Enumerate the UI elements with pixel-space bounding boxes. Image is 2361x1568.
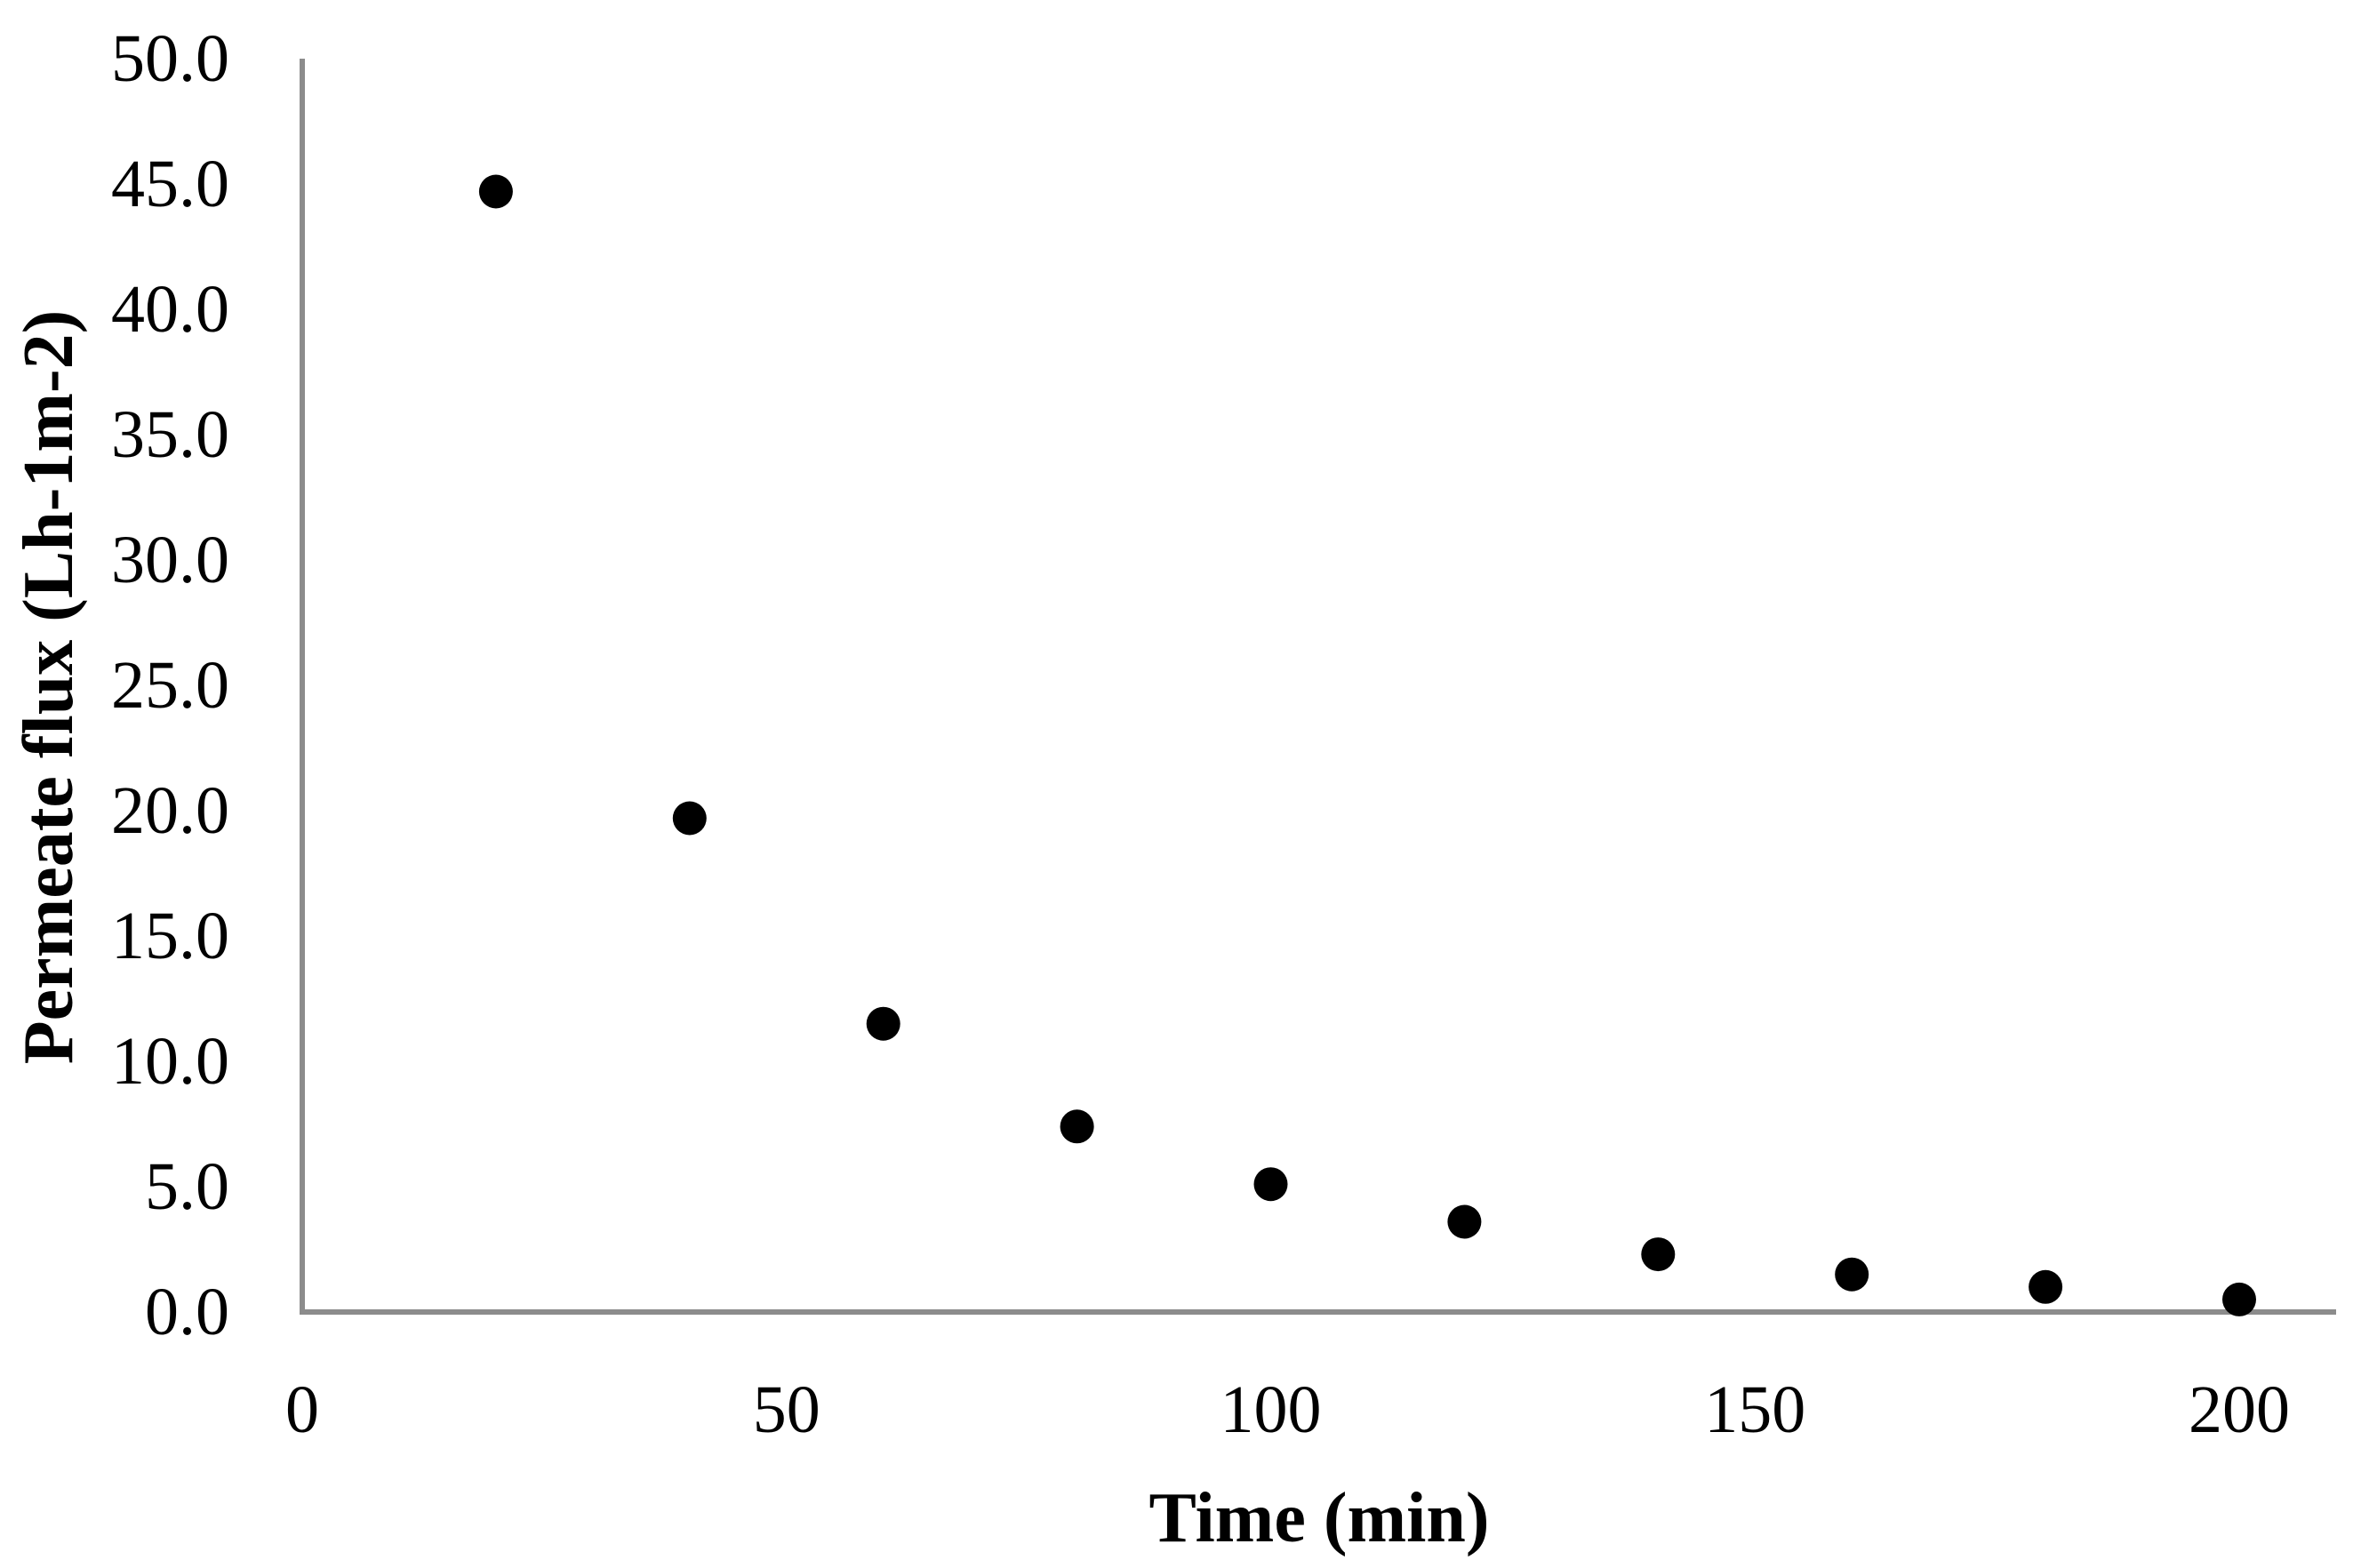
- data-point: [1835, 1257, 1869, 1292]
- x-tick-label: 100: [1220, 1372, 1322, 1447]
- y-tick-label: 35.0: [111, 397, 229, 472]
- x-axis-line: [300, 1309, 2336, 1315]
- y-tick-label: 50.0: [111, 21, 229, 96]
- y-tick-label: 15.0: [111, 899, 229, 973]
- axis-lines: [300, 59, 2336, 1315]
- x-tick-label: 50: [752, 1372, 820, 1447]
- data-point: [2029, 1269, 2063, 1304]
- y-tick-label: 10.0: [111, 1024, 229, 1099]
- y-axis-line: [300, 59, 305, 1315]
- x-tick-label: 200: [2189, 1372, 2290, 1447]
- data-point: [478, 174, 513, 209]
- y-tick-label: 45.0: [111, 147, 229, 221]
- y-tick-label: 20.0: [111, 773, 229, 848]
- x-tick-label: 150: [1704, 1372, 1806, 1447]
- y-tick-label: 25.0: [111, 648, 229, 723]
- data-point: [1641, 1237, 1676, 1272]
- y-tick-label: 40.0: [111, 272, 229, 347]
- y-axis-title: Permeate flux (Lh-1m-2): [10, 309, 88, 1065]
- data-points-layer: [478, 174, 2256, 1316]
- data-point: [672, 801, 707, 836]
- data-point: [1447, 1204, 1482, 1239]
- x-tick-label: 0: [285, 1372, 319, 1447]
- data-point: [866, 1006, 900, 1041]
- data-point: [1060, 1109, 1094, 1144]
- y-tick-label: 5.0: [145, 1149, 229, 1224]
- data-point: [2222, 1282, 2256, 1316]
- x-axis-title: Time (min): [1148, 1479, 1490, 1557]
- y-tick-label: 30.0: [111, 523, 229, 597]
- data-point: [1253, 1167, 1288, 1202]
- y-tick-label: 0.0: [145, 1275, 229, 1349]
